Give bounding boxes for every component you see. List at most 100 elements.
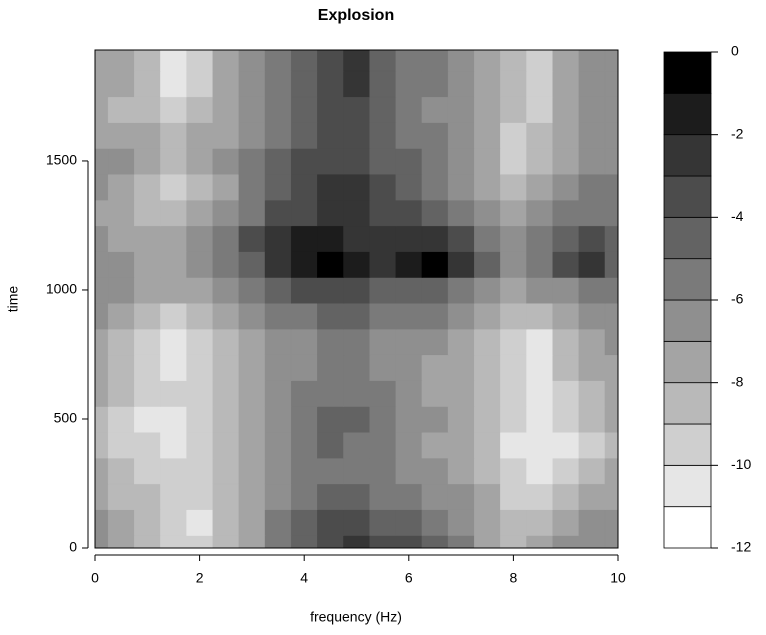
contour-cell [160,122,188,149]
contour-cell [290,534,318,548]
contour-cell [264,328,292,356]
contour-cell [212,354,240,381]
contour-cell [447,147,475,175]
contour-cell [317,147,345,175]
contour-cell [238,251,266,278]
colorbar-bin [663,464,712,508]
y-tick-label: 1500 [46,152,77,168]
contour-cell [421,122,449,149]
contour-cell [134,302,162,330]
contour-cell [395,50,423,72]
contour-cell [160,509,188,536]
contour-cell [421,96,449,123]
contour-cell [369,225,397,252]
contour-cell [421,534,449,548]
contour-cell [343,96,371,123]
contour-cell [395,147,423,175]
contour-cell [160,70,188,98]
contour-cell [369,96,397,123]
contour-cell [95,302,109,330]
contour-cell [134,534,162,548]
contour-cell [95,405,109,433]
contour-cell [578,431,606,459]
contour-cell [552,380,580,407]
contour-cell [369,276,397,304]
contour-cell [421,457,449,485]
contour-cell [107,431,135,459]
contour-cell [526,354,554,381]
contour-cell [264,225,292,252]
contour-cell [500,199,528,227]
colorbar-bin [663,299,712,342]
contour-cell [160,380,188,407]
contour-cell [526,534,554,548]
contour-cell [160,96,188,123]
contour-cell [526,251,554,278]
contour-cell [134,509,162,536]
contour-cell [474,50,501,72]
contour-cell [474,147,501,175]
contour-cell [290,173,318,201]
contour-cell [317,354,345,381]
contour-cell [317,96,345,123]
contour-cell [395,431,423,459]
contour-cell [395,328,423,356]
contour-cell [95,457,109,485]
contour-cell [552,509,580,536]
contour-cell [343,225,371,252]
contour-cell [500,122,528,149]
contour-cell [604,405,618,433]
contour-cell [343,380,371,407]
contour-cell [107,199,135,227]
colorbar-tick-label: -12 [731,539,751,555]
contour-cell [474,96,501,123]
contour-cell [474,483,501,510]
contour-cell [421,328,449,356]
contour-cell [107,534,135,548]
contour-cell [238,457,266,485]
contour-cell [369,354,397,381]
contour-cell [186,354,214,381]
contour-cell [107,225,135,252]
contour-cell [447,457,475,485]
colorbar-bin [663,134,712,177]
contour-cell [160,276,188,304]
contour-cell [578,302,606,330]
contour-cell [552,50,580,72]
contour-cell [290,354,318,381]
contour-cell [134,199,162,227]
contour-cell [290,70,318,98]
contour-cell [526,96,554,123]
contour-cell [447,122,475,149]
contour-cell [369,405,397,433]
contour-cell [238,122,266,149]
contour-cell [526,173,554,201]
contour-cell [526,405,554,433]
contour-cell [212,50,240,72]
contour-cell [447,328,475,356]
contour-cell [447,354,475,381]
colorbar-bin [663,92,712,136]
contour-cell [107,276,135,304]
contour-cell [186,70,214,98]
contour-cell [500,302,528,330]
contour-cell [447,70,475,98]
contour-cell [500,483,528,510]
contour-cell [500,147,528,175]
contour-cell [186,225,214,252]
contour-cell [578,509,606,536]
contour-cell [290,276,318,304]
contour-cell [552,96,580,123]
contour-cell [212,534,240,548]
contour-cell [264,147,292,175]
contour-cell [604,483,618,510]
contour-cell [578,405,606,433]
contour-cell [395,173,423,201]
contour-cell [526,457,554,485]
contour-cell [500,251,528,278]
contour-cell [474,328,501,356]
contour-cell [604,302,618,330]
contour-cell [212,199,240,227]
contour-cell [160,431,188,459]
contour-cell [186,380,214,407]
